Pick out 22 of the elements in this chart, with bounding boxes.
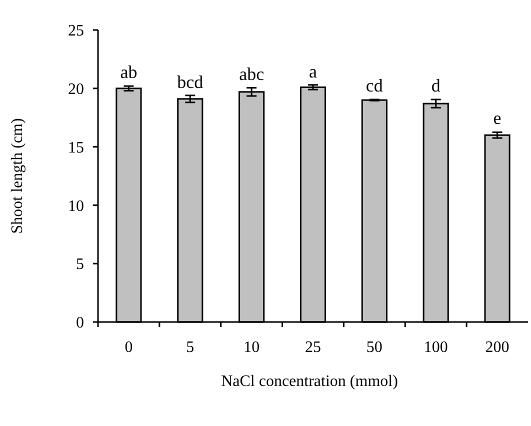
annotation: ab bbox=[120, 62, 138, 82]
y-tick-label: 25 bbox=[68, 22, 84, 40]
annotation: e bbox=[493, 108, 502, 128]
annotation: bcd bbox=[177, 72, 204, 92]
annotation: abc bbox=[239, 64, 264, 84]
annotation: a bbox=[309, 61, 317, 82]
x-axis-title: NaCl concentration (mmol) bbox=[221, 373, 398, 390]
annotation: cd bbox=[366, 75, 383, 96]
y-tick-label: 5 bbox=[76, 256, 84, 274]
y-tick-label: 15 bbox=[68, 139, 84, 156]
x-tick-label: 100 bbox=[424, 339, 448, 356]
x-tick-label: 200 bbox=[485, 339, 510, 356]
y-axis-title: Shoot length (cm) bbox=[9, 118, 26, 234]
x-tick-label: 25 bbox=[305, 339, 321, 356]
y-tick-label: 0 bbox=[76, 314, 84, 332]
x-tick-label: 50 bbox=[366, 339, 382, 356]
annotation: d bbox=[431, 75, 440, 96]
x-tick-label: 10 bbox=[244, 339, 260, 356]
y-tick-label: 20 bbox=[68, 81, 84, 98]
y-tick-label: 10 bbox=[68, 198, 84, 215]
x-tick-label: 0 bbox=[124, 339, 133, 356]
x-tick-label: 5 bbox=[186, 339, 194, 356]
